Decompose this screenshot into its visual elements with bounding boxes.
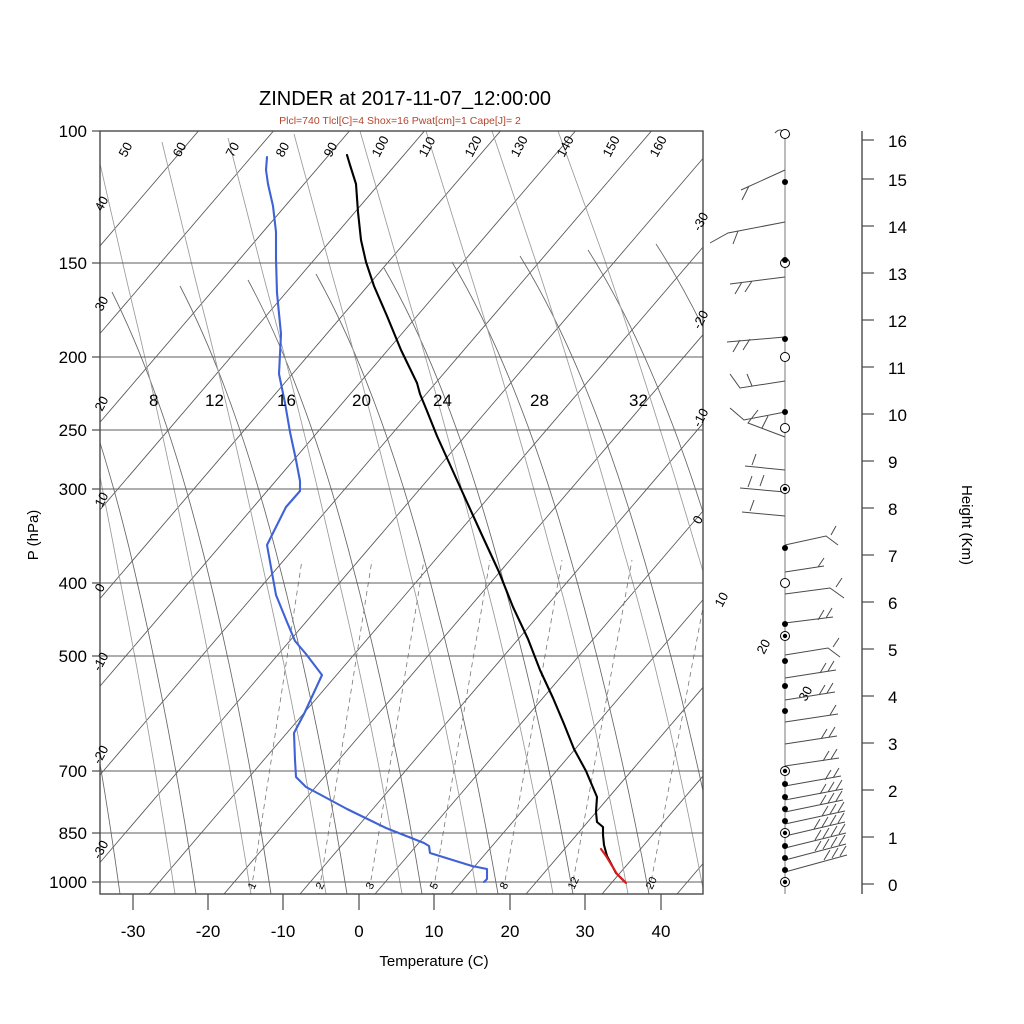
pressure-tick-label: 300 <box>59 480 87 499</box>
height-tick-label: 2 <box>888 782 897 801</box>
height-tick-label: 16 <box>888 132 907 151</box>
wind-barb-column <box>709 129 848 894</box>
dryad-left-label: 10 <box>91 490 111 510</box>
height-tick-label: 14 <box>888 218 907 237</box>
pressure-tick-label: 850 <box>59 824 87 843</box>
isotherm-right-label: 10 <box>711 590 731 610</box>
isobar-lines <box>100 131 703 883</box>
dewpoint-profile-line <box>264 155 489 884</box>
temperature-profile-line <box>345 153 627 884</box>
pressure-tick-label: 500 <box>59 647 87 666</box>
dryad-label: 60 <box>169 140 189 160</box>
moist-adiabat-labels: 8 12 16 20 24 28 32 <box>149 391 648 410</box>
height-tick-labels: 0 1 2 3 4 5 6 7 8 9 10 11 12 13 14 15 16 <box>888 132 907 895</box>
mixing-ratio-labels: 1 2 3 5 8 12 20 <box>246 875 660 891</box>
parcel-profile-line <box>599 847 628 885</box>
height-tick-label: 7 <box>888 547 897 566</box>
mixrat-label: 8 <box>498 881 511 892</box>
pressure-tick-label: 200 <box>59 348 87 367</box>
moistad-label: 16 <box>277 391 296 410</box>
pressure-tick-labels: 100 150 200 250 300 400 500 700 850 1000 <box>49 122 87 892</box>
background-grid <box>100 131 703 894</box>
height-tick-label: 5 <box>888 641 897 660</box>
pressure-tick-label: 700 <box>59 762 87 781</box>
isotherm-right-label: 30 <box>795 684 815 704</box>
temperature-axis-title: Temperature (C) <box>379 953 488 970</box>
dryad-label: 90 <box>320 140 340 160</box>
dry-adiabat-lines <box>100 243 703 894</box>
profile-traces <box>264 153 628 885</box>
height-tick-label: 13 <box>888 265 907 284</box>
mixrat-label: 3 <box>364 881 377 892</box>
pressure-ticks <box>92 130 100 883</box>
height-tick-label: 12 <box>888 312 907 331</box>
mixrat-label: 5 <box>428 881 441 892</box>
isotherm-right-label: 20 <box>753 637 773 657</box>
temperature-tick-label: 0 <box>354 922 363 941</box>
mixrat-label: 20 <box>644 875 660 891</box>
pressure-tick-label: 1000 <box>49 873 87 892</box>
height-tick-label: 1 <box>888 829 897 848</box>
temperature-tick-label: -20 <box>196 922 221 941</box>
height-tick-label: 3 <box>888 735 897 754</box>
temperature-tick-label: 40 <box>652 922 671 941</box>
height-tick-label: 0 <box>888 876 897 895</box>
height-tick-label: 11 <box>888 359 906 378</box>
height-tick-label: 4 <box>888 688 897 707</box>
temperature-tick-label: -10 <box>271 922 296 941</box>
dryad-label: 70 <box>222 140 242 160</box>
moistad-label: 12 <box>205 391 224 410</box>
mixing-ratio-lines <box>250 559 703 894</box>
height-tick-label: 9 <box>888 453 897 472</box>
sounding-indices-subtitle: Plcl=740 Tlcl[C]=4 Shox=16 Pwat[cm]=1 Ca… <box>279 115 521 127</box>
temperature-axis: -30 -20 -10 0 10 20 30 40 Temperature (C… <box>121 894 671 970</box>
height-ticks <box>862 139 874 885</box>
temperature-tick-label: -30 <box>121 922 146 941</box>
height-axis: 0 1 2 3 4 5 6 7 8 9 10 11 12 13 14 15 16… <box>861 131 975 895</box>
pressure-tick-label: 100 <box>59 122 87 141</box>
moistad-label: 32 <box>629 391 648 410</box>
wind-level-markers <box>780 129 790 887</box>
temperature-tick-label: 10 <box>425 922 444 941</box>
temperature-tick-label: 20 <box>501 922 520 941</box>
temperature-ticks <box>132 894 662 910</box>
height-tick-label: 15 <box>888 171 907 190</box>
temperature-tick-labels: -30 -20 -10 0 10 20 30 40 <box>121 922 671 941</box>
pressure-tick-label: 400 <box>59 574 87 593</box>
plot-frame <box>99 130 704 895</box>
isotherm-lines <box>100 131 703 894</box>
dryad-left-label: 30 <box>91 294 111 314</box>
dryad-left-label: 40 <box>91 194 111 214</box>
pressure-tick-label: 150 <box>59 254 87 273</box>
height-tick-label: 8 <box>888 500 897 519</box>
moistad-label: 28 <box>530 391 549 410</box>
height-tick-label: 6 <box>888 594 897 613</box>
moistad-label: 20 <box>352 391 371 410</box>
skewt-plot-area <box>99 130 704 895</box>
moistad-label: 24 <box>433 391 452 410</box>
temperature-tick-label: 30 <box>576 922 595 941</box>
pressure-axis-title: P (hPa) <box>25 510 42 561</box>
height-tick-label: 10 <box>888 406 907 425</box>
pressure-axis: 100 150 200 250 300 400 500 700 850 1000… <box>25 122 100 892</box>
height-axis-title: Height (Km) <box>958 485 975 565</box>
dryad-label: 80 <box>272 140 292 160</box>
wind-barbs <box>709 129 848 873</box>
dryad-left-label: 20 <box>91 394 111 414</box>
page-title: ZINDER at 2017-11-07_12:00:00 <box>259 88 551 110</box>
mixrat-label: 12 <box>566 875 582 891</box>
dryad-label: 50 <box>115 140 135 160</box>
mixrat-label: 2 <box>314 881 327 892</box>
mixrat-label: 1 <box>246 881 259 892</box>
pressure-tick-label: 250 <box>59 421 87 440</box>
moistad-label: 8 <box>149 391 158 410</box>
